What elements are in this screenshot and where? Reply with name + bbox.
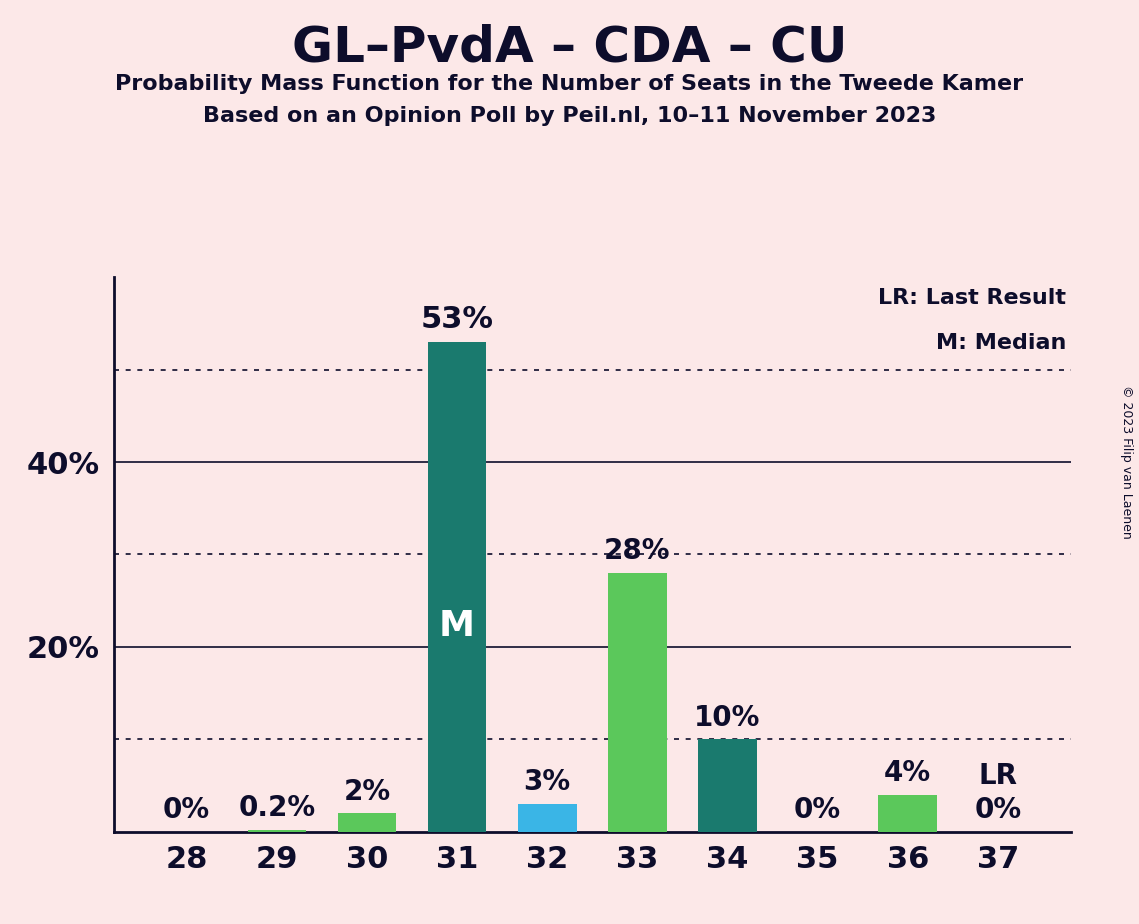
Text: GL–PvdA – CDA – CU: GL–PvdA – CDA – CU (292, 23, 847, 71)
Text: 2%: 2% (343, 778, 391, 806)
Text: Based on an Opinion Poll by Peil.nl, 10–11 November 2023: Based on an Opinion Poll by Peil.nl, 10–… (203, 106, 936, 127)
Text: 4%: 4% (884, 760, 932, 787)
Text: 0.2%: 0.2% (238, 795, 316, 822)
Text: M: Median: M: Median (935, 333, 1066, 353)
Text: 10%: 10% (695, 704, 761, 732)
Text: LR: LR (978, 762, 1017, 790)
Text: 0%: 0% (163, 796, 211, 824)
Bar (518, 804, 576, 832)
Text: LR: Last Result: LR: Last Result (878, 288, 1066, 309)
Text: 28%: 28% (604, 538, 671, 565)
Text: 53%: 53% (420, 306, 493, 334)
Text: 0%: 0% (794, 796, 842, 824)
Text: Probability Mass Function for the Number of Seats in the Tweede Kamer: Probability Mass Function for the Number… (115, 74, 1024, 94)
Text: M: M (439, 609, 475, 643)
Text: © 2023 Filip van Laenen: © 2023 Filip van Laenen (1121, 385, 1133, 539)
Text: 3%: 3% (524, 769, 571, 796)
Bar (428, 342, 486, 832)
Bar (608, 573, 666, 832)
Bar (337, 813, 396, 832)
Bar (878, 795, 937, 832)
Text: 0%: 0% (974, 796, 1022, 824)
Bar (247, 830, 306, 832)
Bar (698, 739, 756, 832)
